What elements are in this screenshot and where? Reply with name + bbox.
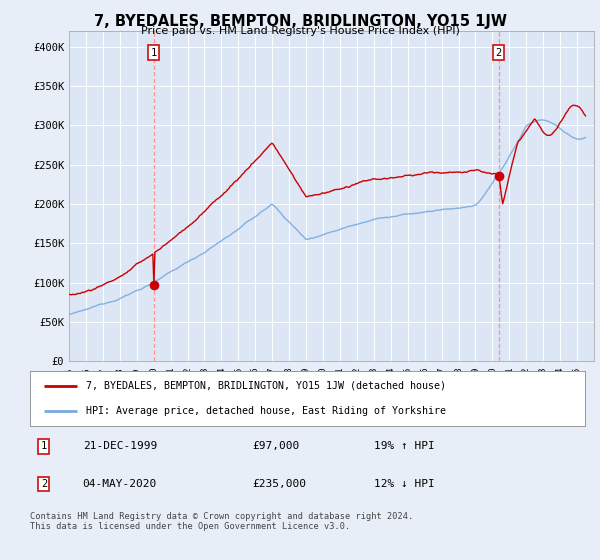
Text: 2: 2 <box>496 48 502 58</box>
Text: 2: 2 <box>41 479 47 489</box>
Text: 1: 1 <box>151 48 157 58</box>
Text: 7, BYEDALES, BEMPTON, BRIDLINGTON, YO15 1JW (detached house): 7, BYEDALES, BEMPTON, BRIDLINGTON, YO15 … <box>86 381 445 390</box>
Text: 1: 1 <box>41 441 47 451</box>
Text: £235,000: £235,000 <box>252 479 306 489</box>
Text: 21-DEC-1999: 21-DEC-1999 <box>83 441 157 451</box>
Text: HPI: Average price, detached house, East Riding of Yorkshire: HPI: Average price, detached house, East… <box>86 406 445 416</box>
Text: Price paid vs. HM Land Registry's House Price Index (HPI): Price paid vs. HM Land Registry's House … <box>140 26 460 36</box>
Text: 19% ↑ HPI: 19% ↑ HPI <box>374 441 435 451</box>
Text: 12% ↓ HPI: 12% ↓ HPI <box>374 479 435 489</box>
Text: 7, BYEDALES, BEMPTON, BRIDLINGTON, YO15 1JW: 7, BYEDALES, BEMPTON, BRIDLINGTON, YO15 … <box>94 14 506 29</box>
Text: 04-MAY-2020: 04-MAY-2020 <box>83 479 157 489</box>
Text: £97,000: £97,000 <box>252 441 299 451</box>
Text: Contains HM Land Registry data © Crown copyright and database right 2024.
This d: Contains HM Land Registry data © Crown c… <box>30 512 413 531</box>
